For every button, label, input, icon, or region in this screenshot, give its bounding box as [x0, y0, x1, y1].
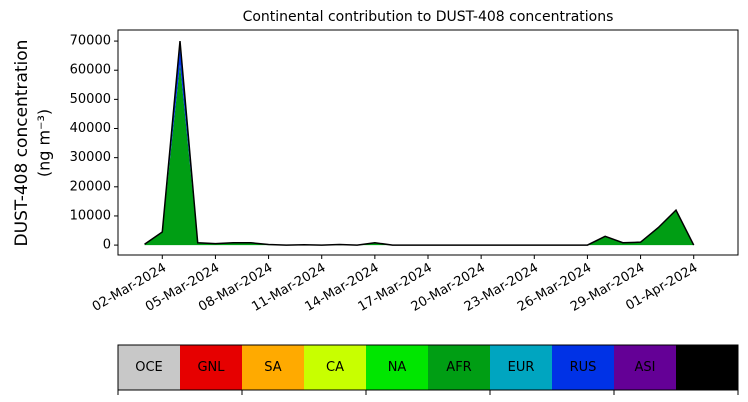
legend-swatch — [614, 345, 676, 390]
y-axis-label: (ng m⁻³) — [35, 109, 54, 177]
legend-swatch — [180, 345, 242, 390]
legend-label: AUS — [694, 360, 721, 375]
legend-label: ASI — [635, 360, 656, 375]
legend-swatch — [490, 345, 552, 390]
y-axis-label: DUST-408 concentration — [12, 40, 32, 247]
legend-label: OCE — [135, 360, 163, 375]
legend-label: AFR — [446, 360, 471, 375]
y-tick-label: 0 — [103, 238, 111, 253]
legend-swatch — [118, 345, 180, 390]
legend-label: NA — [388, 360, 407, 375]
legend-swatch — [242, 345, 304, 390]
legend-label: RUS — [570, 360, 597, 375]
legend-label: GNL — [197, 360, 225, 375]
y-tick-label: 50000 — [70, 92, 111, 107]
chart-title: Continental contribution to DUST-408 con… — [243, 9, 614, 25]
area — [144, 46, 694, 246]
y-tick-label: 20000 — [70, 179, 111, 194]
y-tick-label: 60000 — [70, 63, 111, 78]
legend-swatch — [552, 345, 614, 390]
legend-swatch — [366, 345, 428, 390]
area — [144, 64, 694, 246]
area — [144, 46, 694, 246]
legend-label: EUR — [508, 360, 535, 375]
area — [144, 64, 694, 246]
legend-frame — [117, 344, 739, 391]
y-tick-label: 10000 — [70, 208, 111, 223]
y-tick-label: 70000 — [70, 34, 111, 49]
legend-label: CA — [326, 360, 344, 375]
legend-swatch — [428, 345, 490, 390]
plot-frame — [117, 29, 739, 256]
legend-label: SA — [264, 360, 281, 375]
legend-swatch — [676, 345, 738, 390]
area — [144, 41, 694, 246]
outline — [144, 41, 695, 246]
y-tick-label: 30000 — [70, 150, 111, 165]
legend-swatch — [304, 345, 366, 390]
y-tick-label: 40000 — [70, 121, 111, 136]
